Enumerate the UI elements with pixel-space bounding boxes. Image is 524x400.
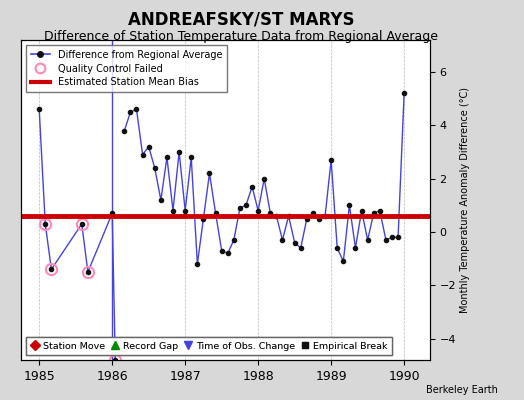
Y-axis label: Monthly Temperature Anomaly Difference (°C): Monthly Temperature Anomaly Difference (…: [460, 87, 470, 313]
Legend: Station Move, Record Gap, Time of Obs. Change, Empirical Break: Station Move, Record Gap, Time of Obs. C…: [26, 337, 392, 355]
Text: Difference of Station Temperature Data from Regional Average: Difference of Station Temperature Data f…: [44, 30, 438, 43]
Text: ANDREAFSKY/ST MARYS: ANDREAFSKY/ST MARYS: [128, 10, 354, 28]
Text: Berkeley Earth: Berkeley Earth: [426, 385, 498, 395]
